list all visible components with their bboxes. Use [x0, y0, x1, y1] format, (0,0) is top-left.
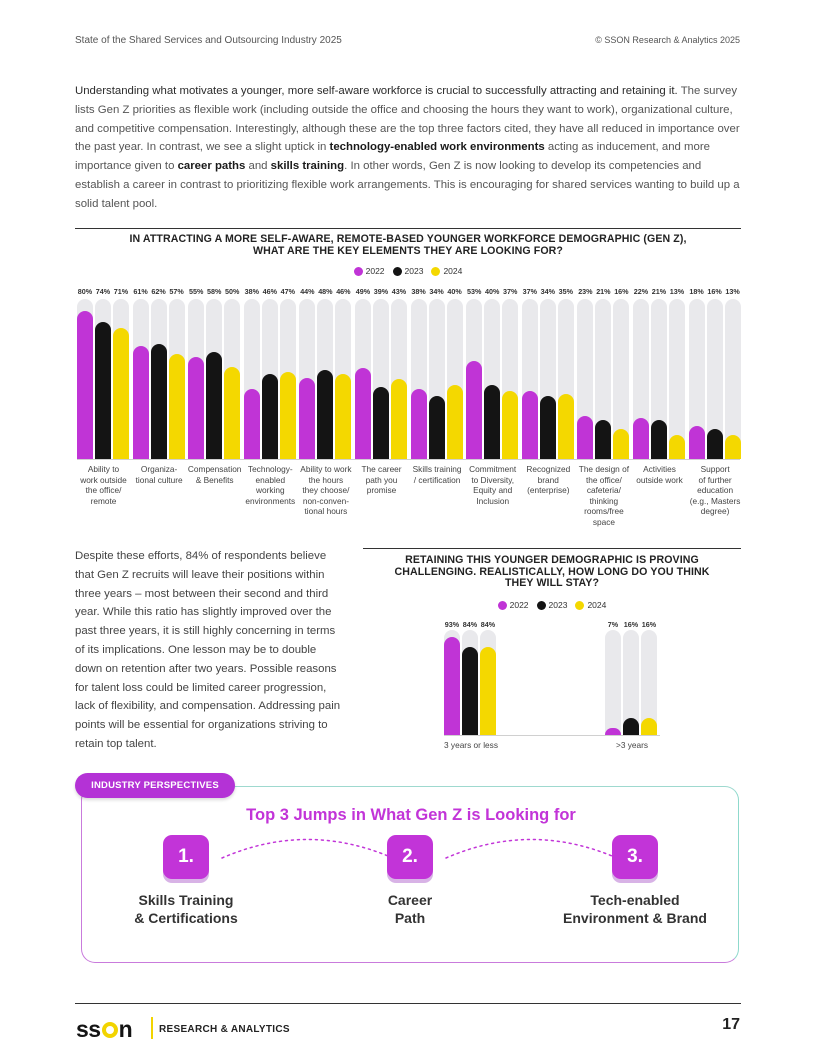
- step-3-number: 3.: [612, 835, 658, 879]
- legend-swatch: [536, 600, 546, 610]
- logo-tagline: RESEARCH & ANALYTICS: [159, 1024, 290, 1035]
- chart1-title: IN ATTRACTING A MORE SELF-AWARE, REMOTE-…: [129, 233, 687, 257]
- step-connectors: [221, 838, 613, 859]
- legend-swatch: [431, 266, 441, 276]
- step-2-label: Career Path: [387, 892, 433, 926]
- logo-divider: [151, 1017, 153, 1039]
- intro-paragraph: Understanding what motivates a younger, …: [75, 85, 740, 210]
- legend-swatch: [353, 266, 363, 276]
- step-1-number: 1.: [163, 835, 209, 879]
- legend-item-2022: 2022: [497, 600, 529, 610]
- legend-item-2024: 2024: [575, 600, 606, 610]
- industry-perspectives-badge: INDUSTRY PERSPECTIVES: [75, 773, 235, 798]
- sson-logo: ss n: [76, 1016, 133, 1042]
- legend-item-2022: 2022: [353, 266, 385, 276]
- chart2-top-rule: [363, 548, 741, 549]
- connector-1-2: [221, 838, 389, 859]
- logo-o-mark: [101, 1021, 118, 1038]
- page-number: 17: [722, 1016, 740, 1033]
- retention-paragraph: Despite these efforts, 84% of respondent…: [75, 550, 341, 750]
- chart2-legend: 2022 2023 2024: [363, 600, 741, 610]
- step-1-label: Skills Training & Certifications: [134, 892, 238, 926]
- legend-swatch: [497, 600, 507, 610]
- legend-swatch: [575, 600, 585, 610]
- footer-rule: [75, 1003, 741, 1004]
- connector-2-3: [445, 838, 613, 859]
- header-copyright: © SSON Research & Analytics 2025: [595, 35, 740, 45]
- chart2-title: RETAINING THIS YOUNGER DEMOGRAPHIC IS PR…: [394, 554, 710, 589]
- step-3-label: Tech-enabled Environment & Brand: [563, 892, 707, 926]
- chart1-legend: 2022 2023 2024: [75, 266, 741, 276]
- perspectives-title: Top 3 Jumps in What Gen Z is Looking for: [246, 806, 576, 824]
- chart1-top-rule: [75, 228, 741, 229]
- step-2-number: 2.: [387, 835, 433, 879]
- legend-item-2023: 2023: [392, 266, 423, 276]
- legend-item-2024: 2024: [431, 266, 462, 276]
- header-title: State of the Shared Services and Outsour…: [75, 35, 342, 46]
- legend-swatch: [392, 266, 402, 276]
- legend-item-2023: 2023: [536, 600, 567, 610]
